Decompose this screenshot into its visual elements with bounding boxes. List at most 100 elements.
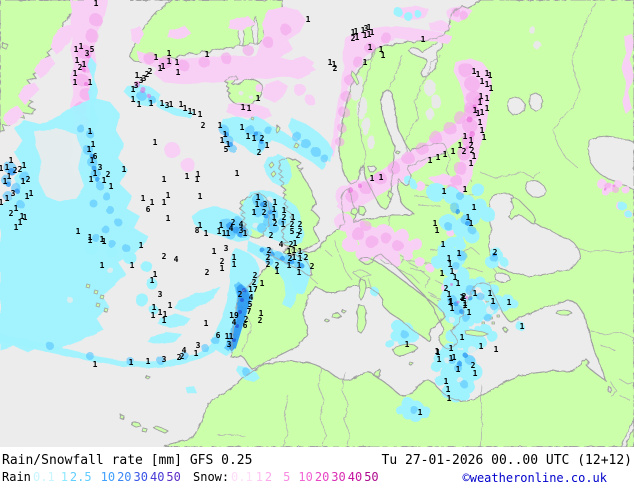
precip-value: 1 <box>131 95 136 104</box>
precip-value: 1 <box>472 152 477 161</box>
precip-value: 1 <box>232 253 237 262</box>
precip-value: 1 <box>176 68 181 77</box>
precip-value: 1 <box>485 104 490 113</box>
legend-rain-values: 0.1 1 2.5 10 20 30 40 50 <box>33 470 181 484</box>
precip-value: 1 <box>473 289 478 298</box>
precip-value: 1 <box>93 169 98 178</box>
snow-strong-layer <box>82 54 616 304</box>
precip-value: 1 <box>75 56 80 65</box>
precip-value: 1 <box>198 110 203 119</box>
precip-value: 1 <box>160 99 165 108</box>
precip-value: 1 <box>332 60 337 69</box>
white-sea <box>407 36 445 78</box>
precip-value: 2 <box>288 254 293 263</box>
precip-value: 3 <box>134 81 139 90</box>
precip-value: 1 <box>5 163 10 172</box>
precip-value: 1 <box>246 132 251 141</box>
legend-value: 10 <box>100 470 116 484</box>
precip-value: 1 <box>287 247 292 256</box>
precip-value: 1 <box>370 174 375 183</box>
legend-value: 0.1 <box>33 470 55 484</box>
precip-value: 1 <box>328 58 333 67</box>
precip-value: 1 <box>252 134 257 143</box>
precip-value: 1 <box>447 394 452 403</box>
precip-value: 6 <box>243 321 248 330</box>
precip-value: 1 <box>463 185 468 194</box>
precip-value: 1 <box>478 98 483 107</box>
precip-value: 4 <box>239 220 244 229</box>
precip-value: 1 <box>21 177 26 186</box>
precip-value: 1 <box>102 176 107 185</box>
precip-value: 1 <box>74 45 79 54</box>
precip-value: 4 <box>174 255 179 264</box>
footer: Rain/Snowfall rate [mm] GFS 0.25 Tu 27-0… <box>0 447 634 490</box>
precip-value: 2 <box>296 231 301 240</box>
precip-value: 6 <box>146 205 151 214</box>
precip-value: 2 <box>310 262 315 271</box>
precip-value: 1 <box>87 145 92 154</box>
precip-value: 1 <box>480 108 485 117</box>
precip-value: 1 <box>198 192 203 201</box>
precip-value: 1 <box>185 172 190 181</box>
precip-value: 1 <box>175 58 180 67</box>
precip-value: 1 <box>129 358 134 367</box>
precip-value: 1 <box>93 360 98 369</box>
precip-value: 1 <box>153 270 158 279</box>
precip-value: 1 <box>473 106 478 115</box>
precip-value: 2 <box>289 240 294 249</box>
precip-value: 1 <box>25 192 30 201</box>
legend-value: 1 <box>255 470 263 484</box>
precip-value: 1 <box>452 353 457 362</box>
precip-value: 1 <box>151 311 156 320</box>
precip-value: 2 <box>220 257 225 266</box>
precip-value: 1 <box>435 347 440 356</box>
legend-value: 0.1 <box>231 470 253 484</box>
precip-value: 1 <box>0 164 4 173</box>
legend-snow-values: 0.1 1 2 5 10 20 30 40 50 <box>231 470 379 484</box>
precip-value: 1 <box>463 132 468 141</box>
precip-value: 1 <box>469 136 474 145</box>
precip-value: 1 <box>100 261 105 270</box>
legend-value: 20 <box>314 470 330 484</box>
precip-value: 2 <box>231 218 236 227</box>
precip-value: 1 <box>168 301 173 310</box>
precip-value: 1 <box>476 109 481 118</box>
precip-value: 1 <box>441 240 446 249</box>
precip-value: 1 <box>158 308 163 317</box>
precip-value: 6 <box>216 331 221 340</box>
precip-value: 2 <box>18 165 23 174</box>
precip-value: 2 <box>493 248 498 257</box>
precip-value: 1 <box>255 200 260 209</box>
precip-value: 1 <box>226 229 231 238</box>
precip-value: 2 <box>266 260 271 269</box>
precipitation <box>0 0 634 423</box>
precip-value: 1 <box>212 247 217 256</box>
legend-value: 10 <box>298 470 313 484</box>
precip-value: 1 <box>225 332 230 341</box>
precip-value: 1 <box>450 267 455 276</box>
precip-value: 1 <box>467 308 472 317</box>
precip-value: 1 <box>137 100 142 109</box>
coastline-overlay <box>164 0 634 447</box>
copyright-link[interactable]: ©weatheronline.co.uk <box>462 471 608 485</box>
legend-value: 2 <box>264 470 273 484</box>
precip-value: 3 <box>165 101 170 110</box>
precip-value: 1 <box>351 28 356 37</box>
precip-value: 1 <box>447 254 452 263</box>
legend-rain-label: Rain <box>2 470 31 484</box>
precip-value: 1 <box>282 206 287 215</box>
precip-value: 2 <box>461 294 466 303</box>
precip-value: 1 <box>167 49 172 58</box>
precip-value: 1 <box>152 303 157 312</box>
precip-value: 1 <box>451 147 456 156</box>
precip-value: 2 <box>205 268 210 277</box>
legend-value: 30 <box>331 470 346 484</box>
precip-value: 1 <box>29 189 34 198</box>
precip-value: 1 <box>220 136 225 145</box>
precip-value: 1 <box>488 289 493 298</box>
precip-value: 1 <box>443 150 448 159</box>
precip-value: 3 <box>98 163 103 172</box>
precip-value: 1 <box>252 208 257 217</box>
